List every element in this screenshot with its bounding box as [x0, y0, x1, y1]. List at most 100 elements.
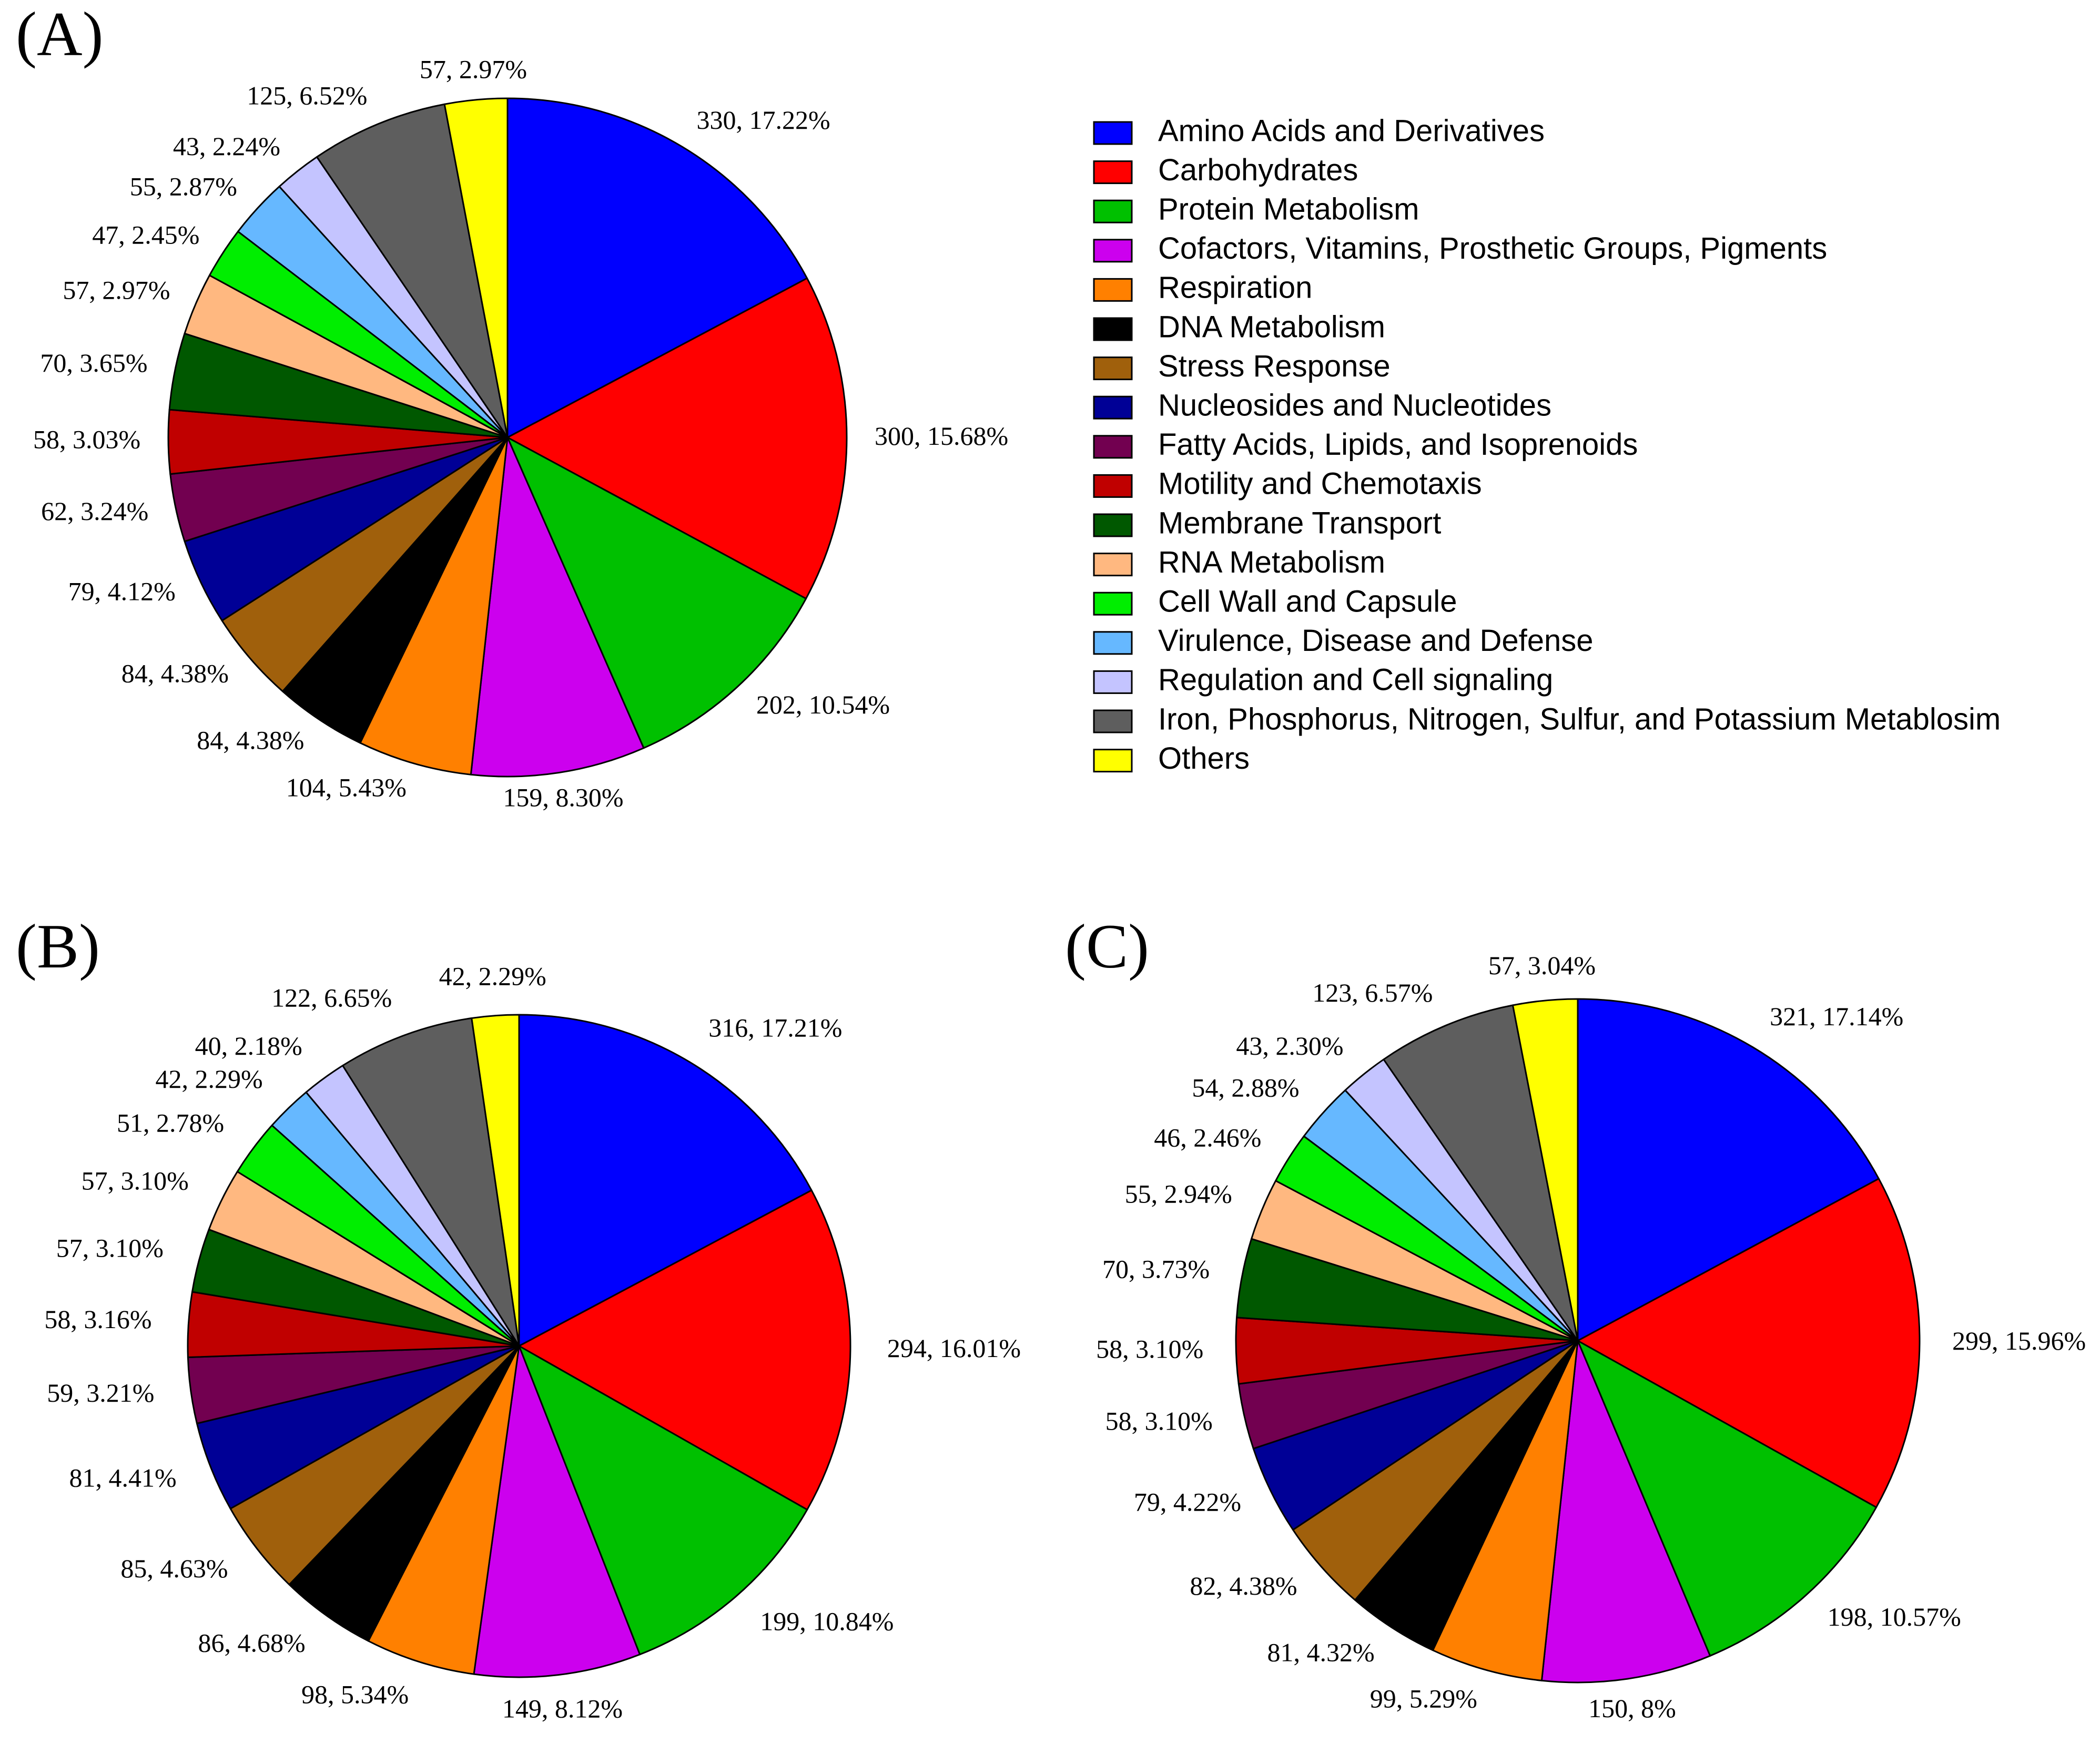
pie-slice	[288, 1345, 520, 1642]
slice-label: 98, 5.34%	[301, 1679, 409, 1709]
slice-label: 99, 5.29%	[1370, 1684, 1477, 1713]
pie-slice	[1577, 998, 1880, 1342]
pie-slice	[281, 436, 509, 744]
slice-label: 47, 2.45%	[92, 220, 199, 250]
legend-label: DNA Metabolism	[1158, 310, 1385, 344]
slice-label: 46, 2.46%	[1154, 1123, 1261, 1153]
legend-label: Virulence, Disease and Defense	[1158, 624, 1594, 658]
legend-swatch	[1093, 474, 1133, 498]
pie-slice	[506, 436, 807, 749]
slice-label: 84, 4.38%	[197, 726, 304, 755]
legend-swatch	[1093, 513, 1133, 537]
pie-slice	[518, 1189, 851, 1511]
slice-label: 55, 2.94%	[1125, 1179, 1232, 1208]
slice-label: 299, 15.96%	[1952, 1326, 2086, 1355]
slice-label: 202, 10.54%	[756, 690, 890, 719]
legend-label: Carbohydrates	[1158, 153, 1358, 187]
legend-label: Respiration	[1158, 271, 1312, 305]
legend-item: Iron, Phosphorus, Nitrogen, Sulfur, and …	[1093, 702, 2001, 736]
slice-label: 321, 17.14%	[1770, 1002, 1903, 1031]
pie-chart-2: (B) 316, 17.21% 294, 16.01% 199, 10.84% 149,…	[16, 911, 1021, 1723]
pie-slice	[1511, 998, 1579, 1342]
slice-label: 43, 2.24%	[173, 131, 280, 161]
slice-label: 58, 3.03%	[33, 425, 140, 454]
slice-label: 57, 2.97%	[420, 54, 527, 84]
slice-label: 42, 2.29%	[439, 961, 546, 991]
legend-item: Regulation and Cell signaling	[1093, 663, 1553, 697]
pie-chart-1: (A) 330, 17.22% 300, 15.68% 202, 10.54% 159,…	[16, 0, 1008, 812]
legend-item: Carbohydrates	[1093, 153, 1358, 187]
legend-label: Regulation and Cell signaling	[1158, 663, 1553, 697]
pie-slice	[1540, 1340, 1711, 1684]
legend-item: Protein Metabolism	[1093, 192, 1419, 227]
legend-swatch	[1093, 591, 1133, 616]
slice-label: 198, 10.57%	[1828, 1602, 1961, 1631]
slice-label: 150, 8%	[1588, 1694, 1676, 1723]
legend-swatch	[1093, 553, 1133, 577]
slice-label: 330, 17.22%	[697, 105, 830, 135]
slice-label: 85, 4.63%	[120, 1554, 228, 1583]
legend-label: Fatty Acids, Lipids, and Isoprenoids	[1158, 427, 1638, 462]
slice-label: 59, 3.21%	[47, 1378, 154, 1408]
panel-letter: (A)	[16, 0, 104, 69]
slice-label: 43, 2.30%	[1236, 1031, 1343, 1060]
pie-slice	[367, 1345, 520, 1675]
pie-slice	[1577, 1178, 1921, 1508]
legend-swatch	[1093, 239, 1133, 263]
pie-slice	[443, 97, 509, 438]
legend-label: Nucleosides and Nucleotides	[1158, 389, 1551, 423]
slice-label: 79, 4.22%	[1134, 1487, 1241, 1517]
slice-label: 58, 3.10%	[1096, 1334, 1203, 1363]
slice-label: 125, 6.52%	[247, 80, 367, 110]
legend-label: Cell Wall and Capsule	[1158, 585, 1457, 619]
legend-swatch	[1093, 160, 1133, 185]
slice-label: 79, 4.12%	[68, 576, 176, 606]
legend-item: Nucleosides and Nucleotides	[1093, 389, 1551, 423]
slice-label: 104, 5.43%	[286, 773, 407, 802]
slice-label: 57, 3.10%	[56, 1233, 164, 1262]
legend-item: Amino Acids and Derivatives	[1093, 114, 1545, 148]
slice-label: 81, 4.41%	[69, 1463, 176, 1493]
slice-label: 70, 3.73%	[1102, 1254, 1210, 1283]
legend-label: Protein Metabolism	[1158, 192, 1419, 227]
pie-slice	[1292, 1340, 1579, 1601]
slice-label: 82, 4.38%	[1190, 1571, 1297, 1600]
slice-label: 57, 3.10%	[82, 1166, 189, 1196]
legend-item: Respiration	[1093, 271, 1312, 305]
pie-slice	[470, 436, 645, 778]
pie-slice	[1432, 1340, 1579, 1681]
slice-label: 51, 2.78%	[117, 1108, 224, 1137]
legend-item: Others	[1093, 741, 1250, 776]
slice-label: 58, 3.16%	[44, 1304, 151, 1334]
slice-label: 123, 6.57%	[1312, 978, 1433, 1007]
slice-label: 199, 10.84%	[760, 1607, 894, 1636]
legend-swatch	[1093, 317, 1133, 341]
pie-slice	[221, 436, 509, 692]
legend-item: Cofactors, Vitamins, Prosthetic Groups, …	[1093, 231, 1827, 266]
slice-label: 55, 2.87%	[130, 171, 237, 201]
pie-charts: (A) 330, 17.22% 300, 15.68% 202, 10.54% 159,…	[16, 0, 2086, 1723]
legend-label: Others	[1158, 741, 1250, 776]
legend-item: Stress Response	[1093, 349, 1391, 383]
slice-label: 54, 2.88%	[1192, 1073, 1299, 1103]
legend-swatch	[1093, 631, 1133, 655]
legend-swatch	[1093, 709, 1133, 733]
pie-slice	[518, 1014, 813, 1347]
slice-label: 57, 3.04%	[1488, 951, 1596, 980]
slice-label: 84, 4.38%	[121, 659, 229, 688]
panel-letter: (C)	[1065, 911, 1149, 981]
legend-label: Amino Acids and Derivatives	[1158, 114, 1545, 148]
pie-slice	[471, 1014, 520, 1347]
slice-label: 81, 4.32%	[1267, 1637, 1374, 1667]
legend-swatch	[1093, 278, 1133, 302]
legend-swatch	[1093, 435, 1133, 459]
legend-item: DNA Metabolism	[1093, 310, 1385, 344]
legend-label: Motility and Chemotaxis	[1158, 467, 1482, 501]
legend-item: Motility and Chemotaxis	[1093, 467, 1482, 501]
legend-label: Cofactors, Vitamins, Prosthetic Groups, …	[1158, 231, 1827, 266]
pie-slice	[473, 1345, 641, 1678]
pie-slice	[506, 277, 848, 599]
slice-label: 40, 2.18%	[195, 1031, 302, 1060]
legend-swatch	[1093, 199, 1133, 223]
